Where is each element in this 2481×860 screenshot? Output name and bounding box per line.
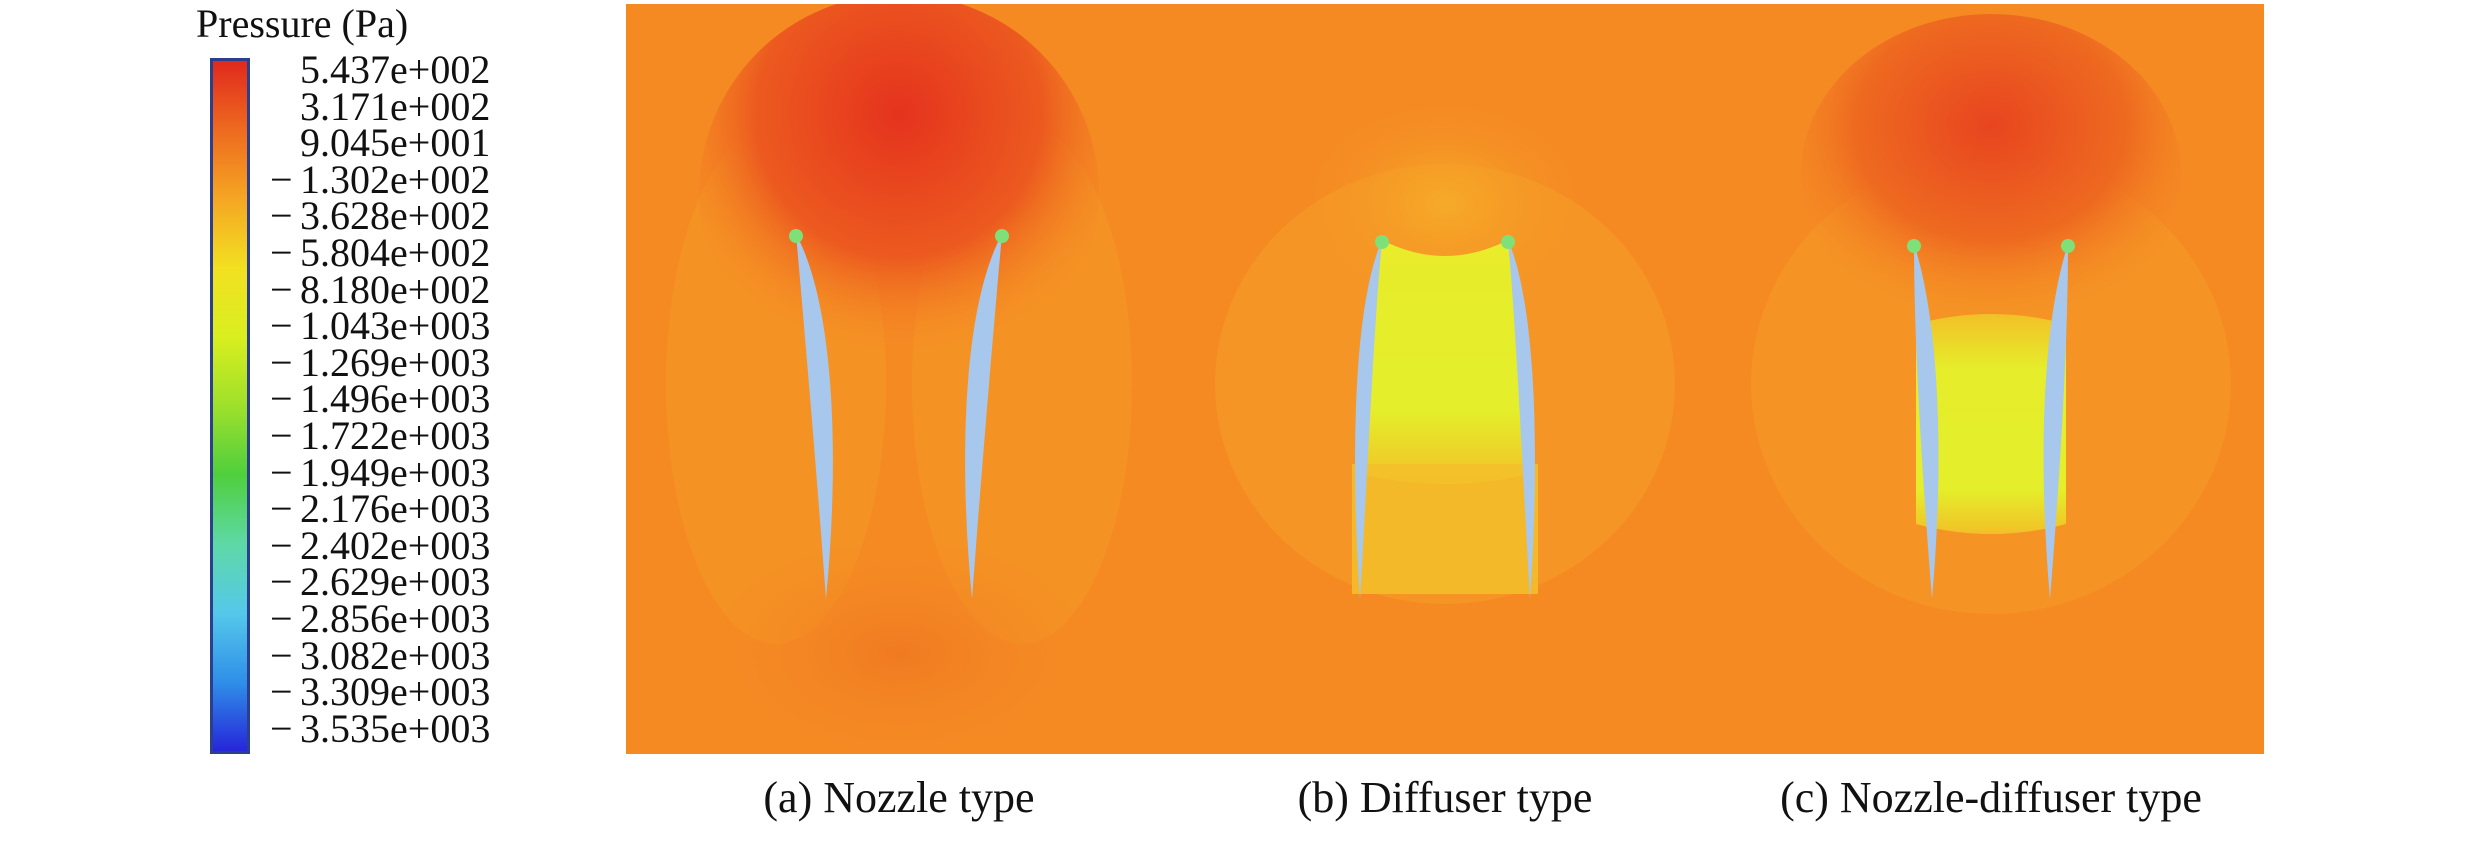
caption-diffuser-type: (b) Diffuser type bbox=[1297, 773, 1593, 822]
blade-left bbox=[1914, 244, 1939, 599]
tick-value: 2.176e+003 bbox=[300, 486, 491, 532]
colorbar-tick-label: −1.302e+002 bbox=[270, 156, 490, 202]
tick-dash: − bbox=[270, 156, 293, 202]
caption-nozzle-type: (a) Nozzle type bbox=[763, 773, 1035, 822]
colorbar-tick-label: 9.045e+001 bbox=[270, 123, 490, 163]
tick-dash: − bbox=[270, 449, 293, 495]
tick-value: 3.309e+003 bbox=[300, 669, 491, 715]
low-pressure-region bbox=[1916, 314, 2066, 534]
colorbar-tick-label: −2.176e+003 bbox=[270, 486, 490, 532]
tick-value: 1.949e+003 bbox=[300, 449, 491, 495]
contour-panels bbox=[626, 4, 2264, 754]
colorbar-tick-label: −3.628e+002 bbox=[270, 193, 490, 239]
tick-dash: − bbox=[270, 632, 293, 678]
exit-band bbox=[1352, 464, 1538, 594]
colorbar-tick-label: −2.856e+003 bbox=[270, 595, 490, 641]
tick-dash: − bbox=[270, 266, 293, 312]
colorbar bbox=[210, 58, 250, 754]
tick-dash: − bbox=[270, 303, 293, 349]
colorbar-tick-label: −3.535e+003 bbox=[270, 705, 490, 751]
tick-value: 3.171e+002 bbox=[300, 83, 491, 129]
colorbar-tick-label: 3.171e+002 bbox=[270, 86, 490, 126]
colorbar-tick-label: −5.804e+002 bbox=[270, 229, 490, 275]
colorbar-tick-label: −1.496e+003 bbox=[270, 376, 490, 422]
panel-nozzle-type bbox=[626, 4, 1172, 754]
colorbar-tick-label: −2.402e+003 bbox=[270, 522, 490, 568]
leading-edge-left bbox=[1907, 239, 1921, 253]
tick-value: 3.082e+003 bbox=[300, 632, 491, 678]
tick-dash: − bbox=[270, 193, 293, 239]
tick-dash: − bbox=[270, 376, 293, 422]
legend-title: Pressure (Pa) bbox=[196, 1, 409, 46]
high-pressure-region bbox=[1801, 14, 2181, 334]
colorbar-tick-label: −8.180e+002 bbox=[270, 266, 490, 312]
tick-dash: − bbox=[270, 486, 293, 532]
blade-left bbox=[1355, 240, 1382, 599]
colorbar-tick-label: −1.043e+003 bbox=[270, 303, 490, 349]
leading-edge-left bbox=[789, 229, 803, 243]
colorbar-tick-label: −3.082e+003 bbox=[270, 632, 490, 678]
tick-dash: − bbox=[270, 229, 293, 275]
tick-dash: − bbox=[270, 705, 293, 751]
tick-value: 2.629e+003 bbox=[300, 559, 491, 605]
tick-value: 3.628e+002 bbox=[300, 193, 491, 239]
colorbar-tick-label: −3.309e+003 bbox=[270, 669, 490, 715]
tick-value: 2.856e+003 bbox=[300, 595, 491, 641]
tick-value: 3.535e+003 bbox=[300, 705, 491, 751]
tick-value: 1.496e+003 bbox=[300, 376, 491, 422]
tick-value: 2.402e+003 bbox=[300, 522, 491, 568]
blade-left bbox=[796, 234, 833, 599]
tick-value: 5.437e+002 bbox=[300, 47, 491, 92]
colorbar-tick-label: 5.437e+002 bbox=[270, 50, 490, 90]
blade-right bbox=[965, 234, 1002, 599]
tick-value: 8.180e+002 bbox=[300, 266, 491, 312]
tick-value: 1.043e+003 bbox=[300, 303, 491, 349]
colorbar-tick-label: −2.629e+003 bbox=[270, 559, 490, 605]
upper-halo bbox=[1295, 94, 1595, 314]
tick-value: 1.269e+003 bbox=[300, 339, 491, 385]
leading-edge-left bbox=[1375, 235, 1389, 249]
outlet-wake bbox=[699, 534, 1099, 754]
tick-value: 5.804e+002 bbox=[300, 229, 491, 275]
tick-dash: − bbox=[270, 412, 293, 458]
colorbar-tick-label: −1.269e+003 bbox=[270, 339, 490, 385]
tick-value: 9.045e+001 bbox=[300, 120, 491, 166]
caption-nozzle-diffuser-type: (c) Nozzle-diffuser type bbox=[1780, 773, 2202, 822]
colorbar-tick-label: −1.949e+003 bbox=[270, 449, 490, 495]
panel-diffuser-type bbox=[1172, 4, 1718, 754]
leading-edge-right bbox=[1501, 235, 1515, 249]
colorbar-tick-labels: 5.437e+002 3.171e+002 9.045e+001−1.302e+00… bbox=[270, 50, 490, 751]
tick-dash: − bbox=[270, 559, 293, 605]
tick-value: 1.302e+002 bbox=[300, 156, 491, 202]
leading-edge-right bbox=[2061, 239, 2075, 253]
tick-value: 1.722e+003 bbox=[300, 412, 491, 458]
tick-dash: − bbox=[270, 595, 293, 641]
high-pressure-region bbox=[699, 4, 1099, 394]
blade-right bbox=[1508, 240, 1535, 599]
panel-nozzle-diffuser-type bbox=[1718, 4, 2264, 754]
tick-dash: − bbox=[270, 522, 293, 568]
tick-dash: − bbox=[270, 669, 293, 715]
tick-dash: − bbox=[270, 339, 293, 385]
colorbar-tick-label: −1.722e+003 bbox=[270, 412, 490, 458]
blade-right bbox=[2043, 244, 2068, 599]
low-pressure-region bbox=[1360, 240, 1530, 484]
leading-edge-right bbox=[995, 229, 1009, 243]
